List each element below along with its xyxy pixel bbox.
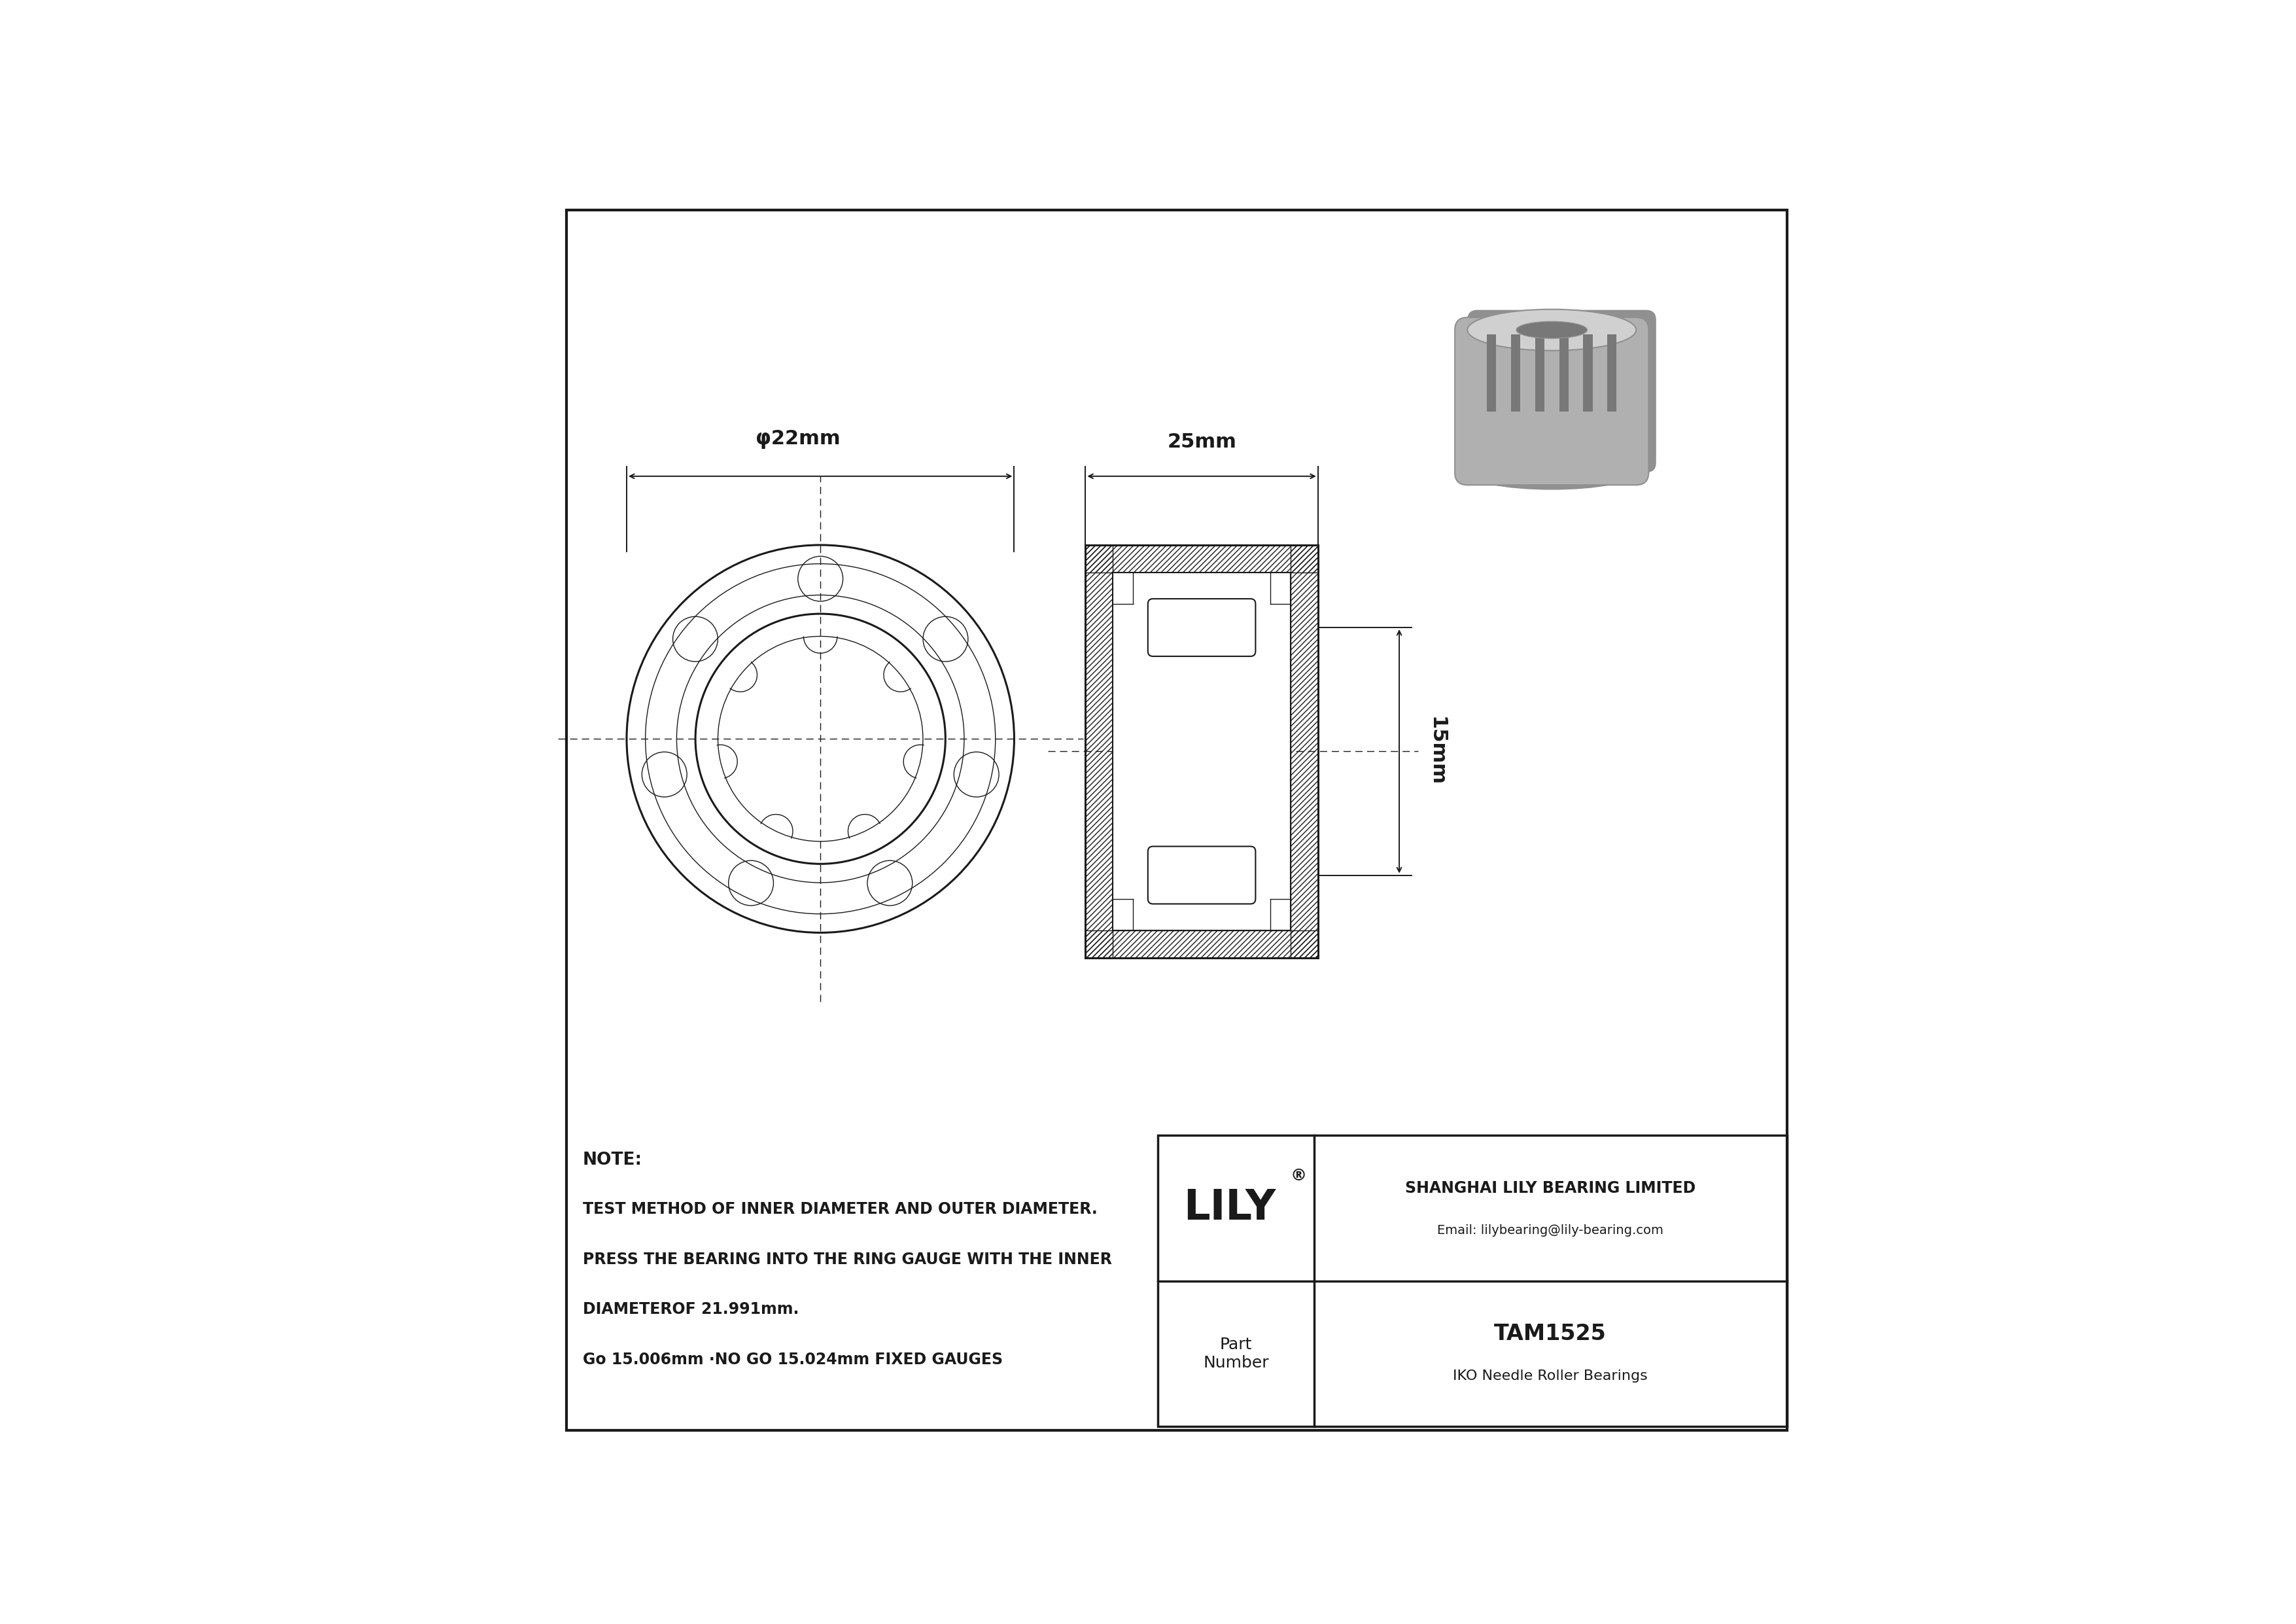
- Text: Go 15.006mm ·NO GO 15.024mm FIXED GAUGES: Go 15.006mm ·NO GO 15.024mm FIXED GAUGES: [583, 1351, 1003, 1367]
- Text: IKO Needle Roller Bearings: IKO Needle Roller Bearings: [1453, 1369, 1649, 1382]
- Text: NOTE:: NOTE:: [583, 1151, 643, 1169]
- Text: TEST METHOD OF INNER DIAMETER AND OUTER DIAMETER.: TEST METHOD OF INNER DIAMETER AND OUTER …: [583, 1202, 1097, 1218]
- Bar: [1607, 335, 1616, 411]
- FancyBboxPatch shape: [1467, 310, 1655, 473]
- FancyBboxPatch shape: [1148, 846, 1256, 905]
- Bar: [1488, 335, 1497, 411]
- Bar: [1536, 335, 1545, 411]
- Text: φ22mm: φ22mm: [755, 430, 840, 448]
- Bar: [1290, 546, 1318, 958]
- FancyBboxPatch shape: [1148, 599, 1256, 656]
- Text: 15mm: 15mm: [1426, 716, 1446, 786]
- Bar: [1086, 546, 1114, 958]
- Text: LILY: LILY: [1185, 1187, 1277, 1228]
- Text: DIAMETEROF 21.991mm.: DIAMETEROF 21.991mm.: [583, 1301, 799, 1317]
- FancyBboxPatch shape: [1456, 317, 1649, 486]
- Bar: [1559, 335, 1568, 411]
- Text: 25mm: 25mm: [1166, 432, 1235, 451]
- Ellipse shape: [1467, 309, 1637, 351]
- Bar: [1086, 546, 1318, 958]
- Bar: [1114, 573, 1290, 931]
- Text: Part
Number: Part Number: [1203, 1337, 1270, 1371]
- Bar: [1157, 1135, 1786, 1426]
- Text: TAM1525: TAM1525: [1495, 1324, 1607, 1345]
- Ellipse shape: [1467, 456, 1637, 489]
- Ellipse shape: [1515, 322, 1587, 338]
- Text: SHANGHAI LILY BEARING LIMITED: SHANGHAI LILY BEARING LIMITED: [1405, 1181, 1697, 1195]
- Text: ®: ®: [1290, 1168, 1306, 1184]
- Bar: [1086, 931, 1318, 958]
- Text: PRESS THE BEARING INTO THE RING GAUGE WITH THE INNER: PRESS THE BEARING INTO THE RING GAUGE WI…: [583, 1252, 1111, 1267]
- Bar: [1511, 335, 1520, 411]
- Bar: [1584, 335, 1593, 411]
- Text: Email: lilybearing@lily-bearing.com: Email: lilybearing@lily-bearing.com: [1437, 1224, 1665, 1237]
- Bar: [1086, 546, 1318, 573]
